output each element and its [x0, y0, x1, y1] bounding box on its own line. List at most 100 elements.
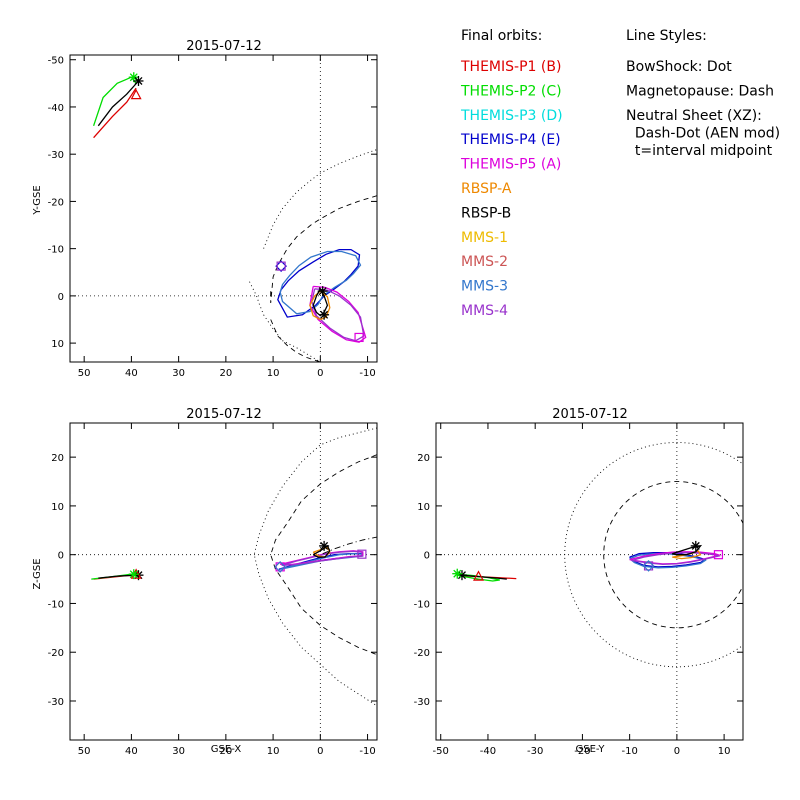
xz-panel-title: 2015-07-12: [186, 407, 262, 422]
xz-x-tick-label: 50: [78, 746, 91, 757]
xz-orbit-panel: 2015-07-12 Z-GSE GSE-X 50 40 30 20 10 0 -10 20 1…: [32, 407, 378, 757]
yz-series-mms-4: [631, 552, 721, 566]
xy-series-themis-p4-e: [277, 248, 361, 318]
xz-marker-asterisk: [319, 540, 330, 551]
xy-series-mms-3: [279, 250, 362, 315]
xz-plot-area: 50 40 30 20 10 0 -10 20 10 0 -10 -20 -30: [48, 422, 378, 757]
xz-x-tick-label: 0: [317, 746, 323, 757]
line-style-entry: Neutral Sheet (XZ):: [626, 108, 762, 124]
yz-plot-contents: [436, 423, 743, 740]
xy-y-tick-label: -10: [48, 245, 64, 256]
xy-y-tick-label: -50: [48, 56, 64, 67]
legend-item: MMS-3: [461, 279, 508, 295]
yz-marker-asterisk: [452, 568, 463, 579]
yz-y-tick-label: -10: [414, 599, 430, 610]
yz-plot-area: -50 -40 -30 -20 -10 0 10 20 10 0 -10 -20 -30: [414, 422, 744, 757]
xy-y-tick-label: 0: [58, 292, 64, 303]
xy-series-boundary-9: [249, 281, 322, 362]
yz-y-tick-label: -20: [414, 648, 430, 659]
xz-marker-diamond: [274, 561, 287, 573]
yz-y-tick-label: 10: [417, 502, 430, 513]
line-styles-legend: Line Styles: BowShock: Dot Magnetopause: …: [626, 28, 780, 159]
legend-item: RBSP-A: [461, 181, 512, 197]
yz-series-themis-p4-e: [629, 552, 707, 568]
yz-x-tick-label: -20: [574, 746, 590, 757]
xz-x-tick-label: -10: [359, 746, 375, 757]
xz-axes-frame: [69, 422, 378, 741]
xy-y-tick-label: -20: [48, 197, 64, 208]
legend-item: MMS-2: [461, 254, 508, 270]
line-style-entry: BowShock: Dot: [626, 59, 732, 75]
xy-marker-asterisk: [317, 286, 328, 297]
xz-plot-contents: [70, 423, 377, 740]
xy-panel-y-axis-label: Y-GSE: [32, 185, 43, 215]
xy-axes-frame: [69, 54, 378, 363]
xz-series-boundary-9: [322, 536, 377, 555]
xz-y-tick-label: 20: [51, 453, 64, 464]
legend-header: Final orbits:: [461, 28, 542, 44]
xy-series-themis-p1-b: [93, 87, 137, 139]
xz-series-rbsp-b: [312, 544, 331, 558]
xz-marker-square: [275, 562, 285, 572]
yz-x-tick-label: 0: [674, 746, 680, 757]
legend-items: THEMIS-P1 (B) THEMIS-P2 (C) THEMIS-P3 (D) T…: [460, 59, 563, 319]
xy-x-tick-label: 20: [219, 368, 232, 379]
xz-series-boundary-11: [270, 454, 377, 656]
xy-x-tick-label: 40: [125, 368, 138, 379]
xz-series-rbsp-a: [312, 546, 331, 558]
yz-x-tick-label: 10: [718, 746, 731, 757]
yz-marker-square: [643, 561, 654, 571]
yz-marker-asterisk: [690, 540, 701, 551]
xy-panel-title: 2015-07-12: [186, 39, 262, 54]
xz-y-tick-label: -30: [48, 697, 64, 708]
xz-y-tick-label: -20: [48, 648, 64, 659]
yz-panel-title: 2015-07-12: [552, 407, 628, 422]
legend-item: THEMIS-P3 (D): [460, 108, 563, 124]
xy-series-boundary-11: [270, 319, 323, 362]
xz-x-tick-label: 20: [219, 746, 232, 757]
xy-marker-triangle: [130, 88, 142, 100]
xz-panel-x-axis-label: GSE-X: [211, 744, 242, 755]
xy-marker-square: [354, 332, 364, 343]
yz-series-boundary-9: [564, 442, 743, 668]
xy-series-rbsp-b: [312, 288, 329, 317]
xy-marker-diamond: [275, 260, 287, 272]
xy-series-rbsp-a: [309, 290, 331, 321]
yz-y-tick-label: 20: [417, 453, 430, 464]
xz-series-mms-4: [281, 550, 363, 567]
legend-item: RBSP-B: [461, 205, 511, 221]
line-style-entry: Magnetopause: Dash: [626, 83, 774, 99]
xz-y-tick-label: -10: [48, 599, 64, 610]
xy-plot-contents: [70, 55, 377, 362]
yz-x-tick-label: -50: [433, 746, 449, 757]
line-styles-header: Line Styles:: [626, 28, 707, 44]
yz-series-rbsp-a: [672, 549, 702, 560]
legend-item: THEMIS-P5 (A): [460, 157, 561, 173]
xz-series-boundary-10: [253, 427, 377, 707]
line-style-entry: Dash-Dot (AEN mod): [626, 125, 780, 141]
xz-y-tick-label: 10: [51, 502, 64, 513]
legend-item: MMS-4: [461, 303, 508, 319]
xy-x-tick-label: 30: [172, 368, 185, 379]
yz-orbit-panel: 2015-07-12 GSE-Y -50 -40 -30 -20 -10 0 10 20 10 0…: [414, 407, 744, 757]
yz-axes-frame: [435, 422, 744, 741]
legend-item: THEMIS-P1 (B): [460, 59, 561, 75]
xy-series-themis-p2-c: [92, 76, 137, 127]
xz-panel-y-axis-label: Z-GSE: [32, 558, 43, 589]
xy-series-rbsp-b: [97, 80, 139, 127]
yz-marker-square: [713, 550, 724, 560]
xy-series-boundary-12: [270, 195, 377, 304]
xz-y-tick-label: 0: [58, 551, 64, 562]
legend-item: MMS-1: [461, 230, 508, 246]
yz-marker-triangle: [473, 570, 485, 581]
legend-item: THEMIS-P2 (C): [460, 83, 562, 99]
yz-series-boundary-10: [603, 481, 743, 629]
yz-x-tick-label: -10: [621, 746, 637, 757]
xz-x-tick-label: 10: [267, 746, 280, 757]
xy-x-tick-label: 50: [78, 368, 91, 379]
xy-plot-area: 50 40 30 20 10 0 -10 -50 -40 -30 -20 -10 0 10: [48, 54, 378, 379]
xy-series-boundary-10: [263, 149, 377, 249]
xy-marker-asterisk: [319, 309, 330, 320]
yz-panel-x-axis-label: GSE-Y: [576, 744, 606, 755]
yz-marker-diamond: [642, 560, 655, 572]
